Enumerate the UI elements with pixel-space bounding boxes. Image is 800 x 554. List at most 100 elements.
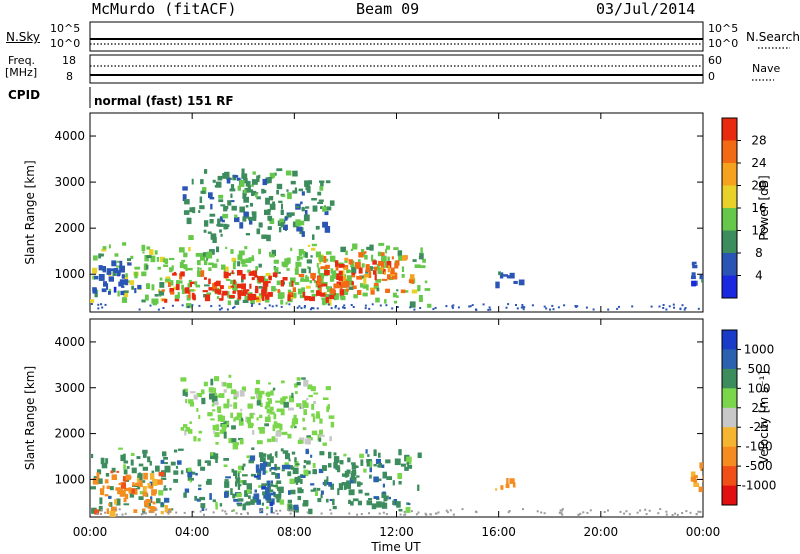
echo-cell — [291, 392, 294, 398]
echo-cell — [392, 500, 395, 506]
beam-label: Beam 09 — [356, 0, 420, 18]
echo-cell — [215, 501, 218, 507]
ground-scatter-cell — [446, 511, 449, 514]
echo-cell — [382, 501, 385, 507]
echo-cell — [218, 223, 224, 227]
ground-scatter-cell — [348, 512, 351, 515]
echo-cell — [377, 251, 382, 257]
echo-cell — [282, 450, 289, 454]
echo-cell — [349, 270, 352, 273]
ground-scatter-cell — [97, 303, 100, 306]
echo-cell — [305, 450, 310, 454]
ground-scatter-cell — [154, 513, 157, 516]
echo-cell — [300, 278, 306, 282]
echo-cell — [248, 216, 255, 221]
echo-cell — [137, 284, 142, 290]
echo-cell — [127, 262, 132, 266]
echo-cell — [240, 408, 243, 412]
echo-cell — [299, 294, 305, 299]
echo-cell — [259, 457, 266, 462]
echo-cell — [269, 456, 274, 464]
echo-cell — [358, 252, 364, 258]
ground-scatter-cell — [167, 510, 170, 512]
echo-cell — [373, 270, 377, 275]
echo-cell — [378, 463, 382, 468]
echo-cell — [237, 261, 240, 267]
echo-cell — [309, 296, 315, 302]
nave-bottom-tick: 0 — [708, 70, 715, 83]
colorbar-tick-label: 28 — [751, 134, 766, 148]
ground-scatter-cell — [522, 306, 525, 309]
echo-cell — [285, 170, 292, 176]
ground-scatter-cell — [582, 511, 585, 514]
echo-cell — [168, 282, 171, 288]
echo-cell — [122, 476, 128, 482]
echo-cell — [204, 169, 208, 174]
echo-cell — [213, 430, 216, 434]
ground-scatter-cell — [561, 509, 564, 512]
echo-cell — [235, 416, 239, 421]
ground-scatter-cell — [681, 304, 684, 307]
ground-scatter-cell — [487, 308, 490, 311]
colorbar-tick-label: 8 — [755, 246, 763, 260]
echo-cell — [254, 288, 259, 294]
echo-cell — [279, 499, 285, 505]
ground-scatter-cell — [124, 512, 127, 515]
echo-cell — [139, 491, 143, 495]
ground-scatter-cell — [225, 512, 228, 515]
ground-scatter-cell — [100, 509, 103, 511]
echo-cell — [373, 496, 380, 499]
echo-cell — [98, 253, 104, 257]
echo-cell — [317, 202, 323, 204]
ground-scatter-cell — [623, 512, 626, 515]
echo-cell — [312, 276, 315, 281]
echo-cell — [259, 427, 265, 434]
echo-cell — [183, 492, 187, 498]
echo-cell — [180, 271, 185, 277]
echo-cell — [366, 284, 369, 291]
echo-cell — [340, 295, 346, 301]
echo-cell — [316, 263, 319, 268]
echo-cell — [142, 466, 148, 471]
echo-cell — [142, 449, 148, 454]
echo-cell — [238, 250, 245, 256]
echo-cell — [303, 465, 306, 469]
echo-cell — [223, 271, 229, 279]
echo-cell — [404, 466, 409, 471]
echo-cell — [208, 387, 214, 393]
echo-cell — [267, 226, 272, 230]
colorbar-swatch — [722, 466, 737, 486]
echo-cell — [337, 488, 340, 496]
ground-scatter-cell — [607, 308, 610, 311]
ground-scatter-cell — [482, 303, 485, 306]
echo-cell — [343, 453, 347, 457]
echo-cell — [297, 439, 303, 444]
echo-cell — [268, 485, 271, 492]
echo-cell — [302, 503, 309, 507]
echo-cell — [124, 493, 129, 500]
echo-cell — [319, 255, 323, 262]
colorbar-tick-label: 16 — [751, 201, 766, 215]
echo-cell — [206, 292, 211, 296]
ground-scatter-cell — [275, 304, 278, 307]
echo-cell — [247, 293, 253, 301]
ground-scatter-cell — [488, 306, 491, 309]
echo-cell — [322, 221, 328, 228]
echo-cell — [152, 501, 156, 505]
echo-cell — [262, 461, 268, 465]
echo-cell — [187, 470, 193, 478]
echo-cell — [275, 400, 282, 403]
echo-cell — [162, 451, 167, 457]
echo-cell — [256, 499, 261, 505]
echo-cell — [91, 453, 94, 459]
echo-cell — [315, 491, 318, 496]
echo-cell — [142, 251, 145, 254]
ground-scatter-cell — [329, 508, 332, 511]
echo-cell — [398, 508, 403, 512]
echo-cell — [307, 296, 311, 301]
ground-scatter-cell — [699, 510, 702, 513]
echo-cell — [691, 275, 696, 280]
echo-cell — [302, 417, 305, 422]
echo-cell — [284, 464, 291, 470]
echo-cell — [217, 289, 222, 295]
